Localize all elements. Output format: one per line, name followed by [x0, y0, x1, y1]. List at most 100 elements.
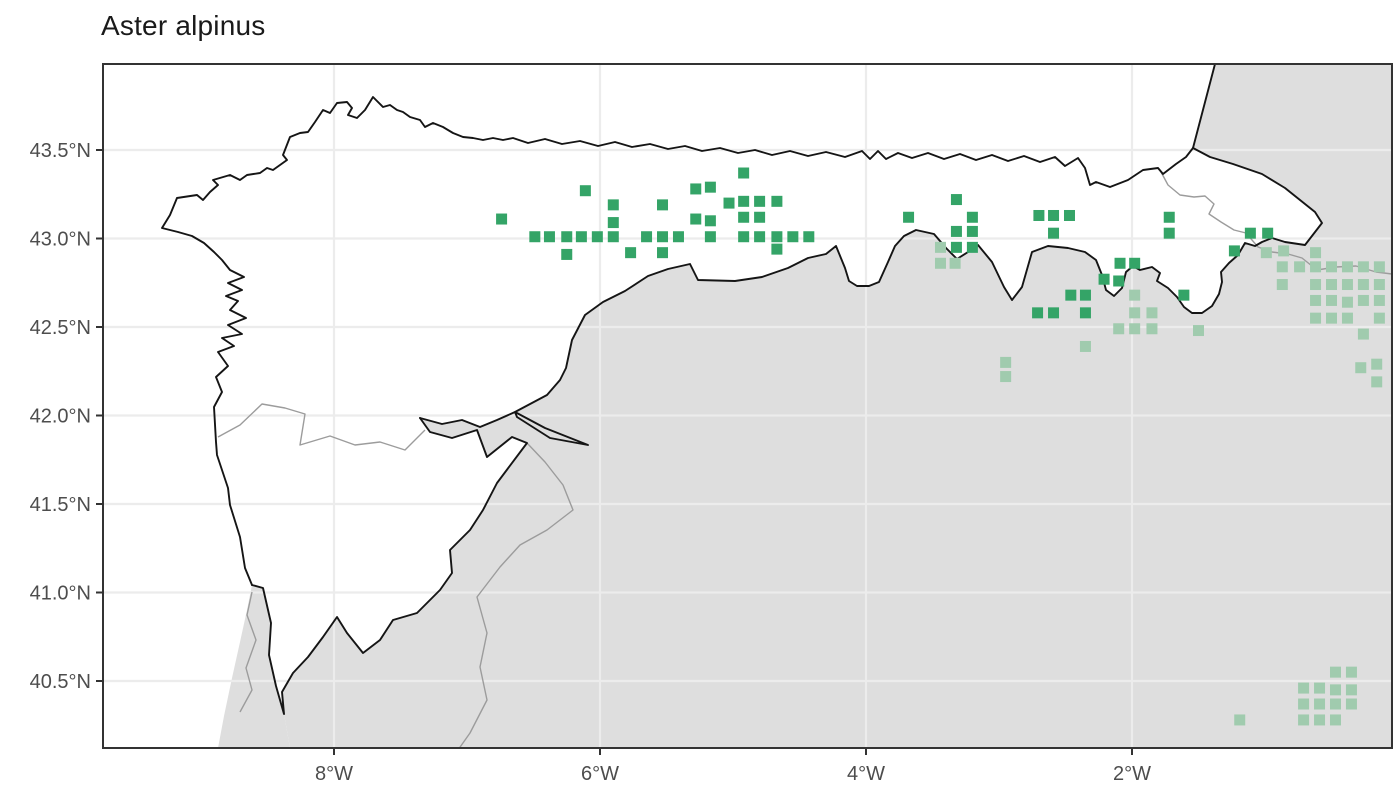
occurrence-point — [690, 183, 702, 195]
occurrence-point — [1326, 312, 1337, 324]
occurrence-point — [1341, 296, 1353, 308]
occurrence-point — [738, 195, 750, 207]
admin-border-norte-centro — [458, 442, 574, 748]
occurrence-point — [607, 217, 619, 229]
occurrence-point — [543, 231, 555, 243]
occurrence-point — [1114, 257, 1126, 269]
occurrence-point — [1163, 227, 1175, 239]
occurrence-point — [1276, 261, 1288, 273]
occurrence-point — [966, 241, 978, 253]
occurrence-point — [607, 231, 619, 243]
occurrence-point — [1329, 714, 1341, 726]
occurrence-point — [1357, 261, 1369, 273]
coastline — [161, 96, 1194, 586]
occurrence-point — [704, 215, 716, 227]
y-axis: 43.5°N 43.0°N 42.5°N 42.0°N 41.5°N 41.0°N 40.5… — [30, 140, 103, 693]
occurrence-point — [1048, 227, 1060, 239]
occurrence-point — [1079, 289, 1091, 301]
occurrence-point — [1329, 666, 1341, 678]
occurrence-point — [1048, 307, 1060, 319]
occurrence-point — [1357, 294, 1369, 306]
occurrence-point — [1310, 312, 1322, 324]
france-coastline — [1192, 64, 1216, 149]
occurrence-point — [529, 231, 541, 243]
x-axis-tick-label: 2°W — [1113, 763, 1151, 785]
x-axis: 8°W 6°W 4°W 2°W — [315, 748, 1151, 785]
occurrence-point — [704, 231, 716, 243]
occurrence-point — [738, 231, 750, 243]
occurrence-point — [1146, 307, 1158, 319]
occurrence-point — [934, 257, 946, 269]
occurrence-point — [723, 197, 735, 209]
occurrence-point — [1000, 356, 1012, 368]
occurrence-point — [1357, 328, 1369, 340]
occurrence-point — [1371, 376, 1383, 388]
occurrence-point — [657, 231, 669, 243]
occurrence-point — [787, 231, 799, 243]
occurrence-point — [1000, 371, 1012, 383]
occurrence-point — [1063, 209, 1075, 221]
occurrence-point — [1129, 323, 1141, 335]
occurrence-point — [625, 247, 637, 259]
occurrence-point — [1129, 307, 1141, 319]
y-axis-tick-label: 41.5°N — [30, 494, 91, 516]
y-axis-tick-label: 43.5°N — [30, 140, 91, 162]
occurrence-point — [1033, 209, 1045, 221]
occurrence-point — [754, 195, 766, 207]
occurrence-point — [1310, 261, 1322, 273]
occurrence-point — [1314, 698, 1326, 710]
occurrence-point — [903, 211, 915, 223]
occurrence-point — [1310, 247, 1322, 259]
occurrence-point — [1373, 261, 1385, 273]
occurrence-point — [1178, 289, 1190, 301]
occurrence-point — [1310, 294, 1322, 306]
occurrence-point — [950, 225, 962, 237]
occurrence-point — [950, 241, 962, 253]
x-axis-tick-label: 6°W — [581, 763, 619, 785]
occurrence-point — [1113, 323, 1125, 335]
occurrence-point — [966, 211, 978, 223]
occurrence-point — [1326, 294, 1337, 306]
occurrence-point — [657, 247, 669, 259]
occurrence-point — [1341, 279, 1353, 291]
x-axis-tick-label: 8°W — [315, 763, 353, 785]
admin-border-minho — [217, 403, 426, 451]
occurrence-point — [1373, 294, 1385, 306]
occurrence-point — [1244, 227, 1256, 239]
occurrence-point — [966, 225, 978, 237]
occurrence-point — [738, 167, 750, 179]
occurrence-point — [1146, 323, 1158, 335]
occurrence-point — [1048, 209, 1060, 221]
occurrence-point — [1326, 261, 1337, 273]
occurrence-point — [1345, 698, 1357, 710]
region-boundary-portugal-east — [251, 417, 528, 715]
occurrence-point — [704, 181, 716, 193]
occurrence-point — [1341, 261, 1353, 273]
occurrence-point — [641, 231, 653, 243]
occurrence-point — [672, 231, 684, 243]
occurrence-point — [771, 231, 783, 243]
outside-region-coastal-strip — [218, 585, 290, 748]
occurrence-point — [1357, 279, 1369, 291]
region-inland-boundary — [419, 147, 1323, 428]
occurrence-points — [496, 167, 1385, 726]
occurrence-point — [561, 231, 573, 243]
occurrence-point — [754, 231, 766, 243]
occurrence-point — [1065, 289, 1077, 301]
y-axis-tick-label: 43.0°N — [30, 229, 91, 251]
occurrence-point — [1373, 279, 1385, 291]
occurrence-point — [575, 231, 587, 243]
occurrence-point — [579, 185, 591, 197]
occurrence-point — [1298, 682, 1310, 694]
occurrence-point — [771, 243, 783, 255]
occurrence-point — [1341, 312, 1353, 324]
occurrence-point — [1298, 714, 1310, 726]
occurrence-point — [1193, 325, 1204, 337]
occurrence-point — [1314, 714, 1326, 726]
x-axis-tick-label: 4°W — [847, 763, 885, 785]
occurrence-point — [1345, 666, 1357, 678]
y-axis-tick-label: 41.0°N — [30, 583, 91, 605]
y-axis-tick-label: 40.5°N — [30, 671, 91, 693]
occurrence-point — [591, 231, 603, 243]
occurrence-point — [1326, 279, 1337, 291]
